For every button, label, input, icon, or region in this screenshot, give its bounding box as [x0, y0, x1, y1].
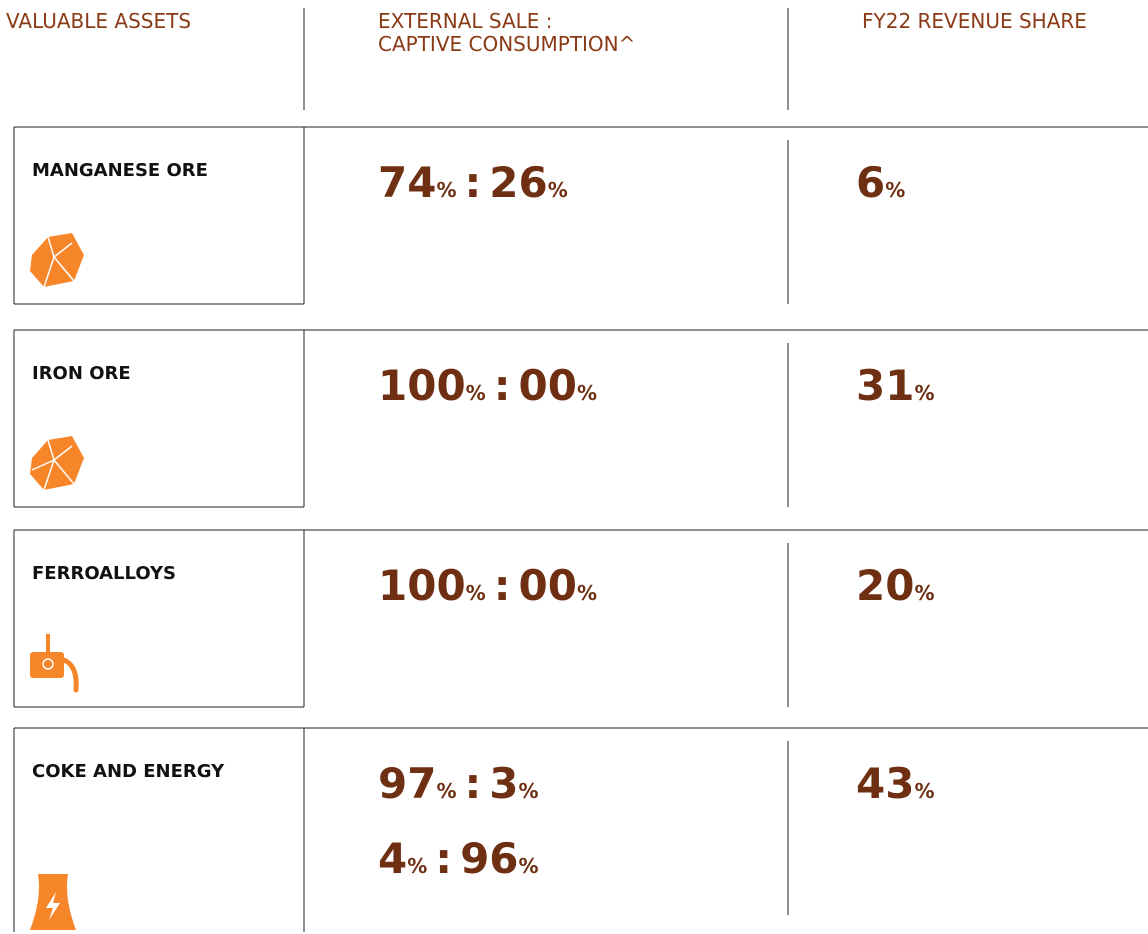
unit: % — [407, 854, 428, 878]
captive-value: 00 — [518, 361, 577, 410]
header-line: CAPTIVE CONSUMPTION^ — [378, 32, 636, 56]
unit: % — [576, 581, 598, 605]
revenue-share: 20% — [856, 561, 935, 610]
asset-name-text: IRON ORE — [32, 363, 131, 384]
header-line: EXTERNAL SALE : — [378, 9, 553, 33]
separator: : — [435, 834, 453, 883]
column-header: EXTERNAL SALE : CAPTIVE CONSUMPTION^ — [378, 10, 635, 56]
asset-icon — [30, 233, 84, 288]
asset-name: MANGANESE ORE — [32, 160, 208, 181]
asset-name-text: COKE AND ENERGY — [32, 761, 225, 782]
column-header: FY22 REVENUE SHARE — [862, 10, 1087, 33]
unit: % — [436, 779, 457, 803]
share-value: 43 — [856, 759, 915, 808]
captive-value: 26 — [489, 158, 548, 207]
separator: : — [493, 561, 511, 610]
ratio: 97%:3% — [378, 759, 539, 808]
external-value: 97 — [378, 759, 437, 808]
unit: % — [518, 854, 539, 878]
asset-name-text: FERROALLOYS — [32, 563, 177, 584]
unit: % — [914, 381, 935, 405]
asset-name-text: MANGANESE ORE — [32, 160, 208, 181]
captive-value: 00 — [518, 561, 577, 610]
unit: % — [518, 779, 539, 803]
ratio: 100%:00% — [378, 361, 597, 410]
asset-name: IRON ORE — [32, 363, 131, 384]
separator: : — [464, 759, 482, 808]
share-value: 31 — [856, 361, 915, 410]
share-value: 20 — [856, 561, 915, 610]
revenue-share: 43% — [856, 759, 935, 808]
header-line: VALUABLE ASSETS — [6, 9, 192, 33]
unit: % — [465, 581, 486, 605]
unit: % — [914, 581, 935, 605]
revenue-share: 6% — [856, 158, 905, 207]
unit: % — [576, 381, 598, 405]
captive-value: 3 — [489, 759, 519, 808]
unit: % — [914, 779, 935, 803]
asset-icon — [30, 874, 76, 930]
external-value: 74 — [378, 158, 437, 207]
unit: % — [465, 381, 486, 405]
ratio: 74%:26% — [378, 158, 568, 207]
revenue-share: 31% — [856, 361, 935, 410]
header-line: FY22 REVENUE SHARE — [862, 9, 1087, 33]
asset-name: FERROALLOYS — [32, 563, 176, 584]
external-value: 100 — [378, 361, 466, 410]
separator: : — [493, 361, 511, 410]
share-value: 6 — [856, 158, 886, 207]
unit: % — [547, 178, 568, 202]
captive-value: 96 — [460, 834, 519, 883]
ratio: 100%:00% — [378, 561, 597, 610]
external-value: 100 — [378, 561, 466, 610]
external-value: 4 — [378, 834, 408, 883]
ratio: 4%:96% — [378, 834, 539, 883]
asset-name: COKE AND ENERGY — [32, 761, 224, 782]
asset-icon — [30, 634, 79, 693]
unit: % — [436, 178, 457, 202]
separator: : — [464, 158, 482, 207]
unit: % — [885, 178, 906, 202]
column-header: VALUABLE ASSETS — [6, 10, 191, 33]
asset-icon — [30, 436, 84, 491]
